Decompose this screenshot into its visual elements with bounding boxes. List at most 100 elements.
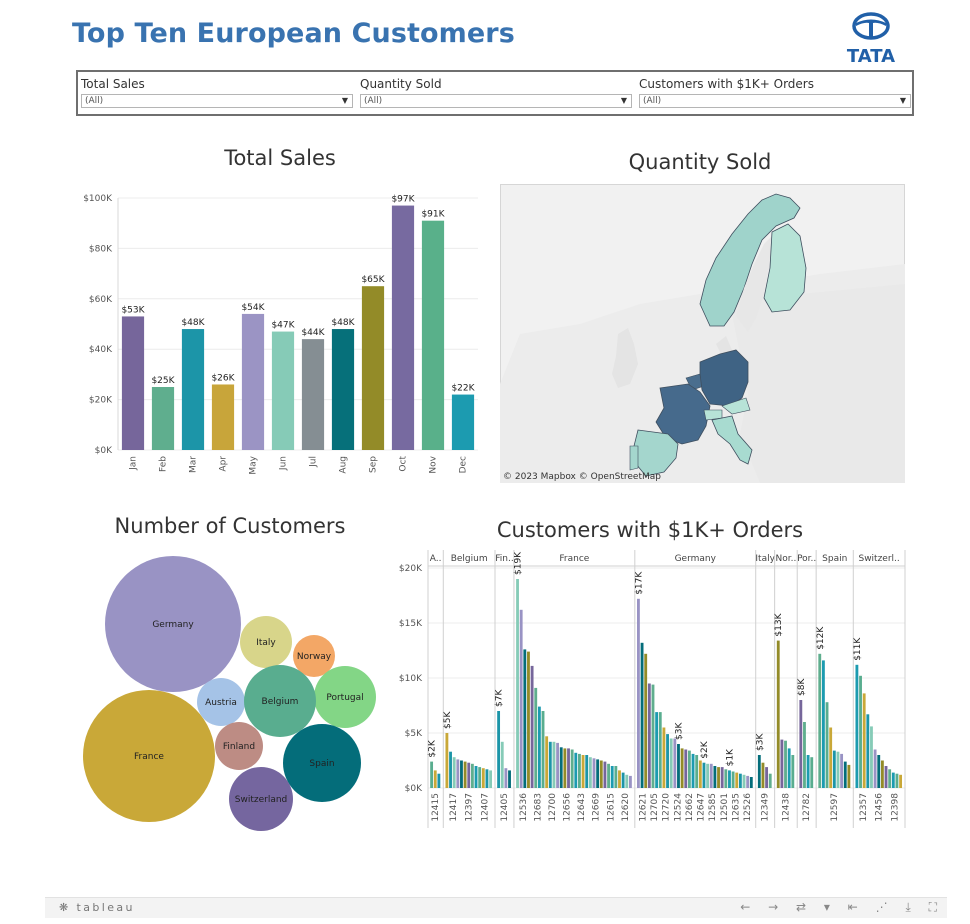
customer-bar[interactable] <box>460 760 463 789</box>
customer-bar[interactable] <box>504 768 508 788</box>
customer-bar[interactable] <box>765 767 769 788</box>
customer-bar[interactable] <box>651 684 655 788</box>
customer-bar[interactable] <box>803 722 806 788</box>
customer-bar[interactable] <box>485 769 489 788</box>
sales-bar[interactable] <box>331 329 355 450</box>
customer-bar[interactable] <box>749 777 753 788</box>
customer-bar[interactable] <box>746 775 750 788</box>
filter-quantity-sold-dropdown[interactable]: (All) ▼ <box>360 94 632 108</box>
customer-bar[interactable] <box>873 749 877 789</box>
customer-bar[interactable] <box>599 760 603 789</box>
customer-bar[interactable] <box>784 740 787 788</box>
share-icon[interactable]: ⋰ <box>875 900 888 914</box>
customer-bar[interactable] <box>559 747 563 788</box>
bubble-italy[interactable] <box>240 616 292 668</box>
customer-bar[interactable] <box>847 764 851 788</box>
quantity-sold-map[interactable]: © 2023 Mapbox © OpenStreetMap <box>500 184 905 483</box>
customer-bar[interactable] <box>738 773 742 788</box>
customer-bar[interactable] <box>618 770 621 788</box>
fullscreen-icon[interactable]: ⛶ <box>928 900 937 914</box>
customer-bar[interactable] <box>724 769 728 788</box>
sales-bar[interactable] <box>121 316 145 450</box>
reset-icon[interactable]: ⇤ <box>847 900 858 914</box>
customer-bar[interactable] <box>717 767 720 788</box>
customer-bar[interactable] <box>530 665 534 788</box>
customer-bar[interactable] <box>603 761 607 788</box>
undo-icon[interactable]: ← <box>740 900 751 914</box>
customer-bar[interactable] <box>621 772 625 788</box>
customer-bar[interactable] <box>647 683 651 789</box>
customer-bar[interactable] <box>508 770 511 788</box>
customer-bar[interactable] <box>527 651 530 788</box>
customer-bar[interactable] <box>720 767 724 788</box>
customer-bar[interactable] <box>862 693 866 788</box>
customer-bar[interactable] <box>684 749 688 789</box>
dropdown-icon[interactable]: ▾ <box>823 900 830 914</box>
bubble-austria[interactable] <box>197 678 245 726</box>
customer-bar[interactable] <box>677 744 680 788</box>
customer-bar[interactable] <box>437 773 441 788</box>
customer-bar[interactable] <box>452 757 456 788</box>
customer-bar[interactable] <box>698 760 702 789</box>
customer-bar[interactable] <box>574 752 578 788</box>
customer-bar[interactable] <box>735 772 739 788</box>
customer-bar[interactable] <box>713 766 717 788</box>
customer-bar[interactable] <box>430 761 434 788</box>
customer-bar[interactable] <box>625 774 629 788</box>
customer-bar[interactable] <box>662 727 666 789</box>
customer-bar[interactable] <box>567 748 570 788</box>
customer-bar[interactable] <box>891 772 895 788</box>
sales-bar[interactable] <box>181 329 205 450</box>
bubble-belgium[interactable] <box>244 665 316 737</box>
customer-bar[interactable] <box>607 763 610 788</box>
customer-bar[interactable] <box>870 726 873 788</box>
customer-bar[interactable] <box>899 774 903 788</box>
customer-bar[interactable] <box>545 736 549 788</box>
customer-bar[interactable] <box>637 598 640 788</box>
customer-bar[interactable] <box>523 649 527 788</box>
customer-bar[interactable] <box>880 760 884 789</box>
customer-bar[interactable] <box>836 751 840 788</box>
tableau-brand[interactable]: ❋ tableau <box>59 901 135 914</box>
customer-bar[interactable] <box>519 609 523 788</box>
filter-total-sales-dropdown[interactable]: (All) ▼ <box>81 94 353 108</box>
customer-bar[interactable] <box>768 773 772 788</box>
sales-bar[interactable] <box>271 331 295 450</box>
customer-bar[interactable] <box>556 742 560 788</box>
sales-bar[interactable] <box>391 205 415 450</box>
bubble-finland[interactable] <box>215 722 263 770</box>
customer-bar[interactable] <box>610 766 614 788</box>
customer-bar[interactable] <box>731 771 735 789</box>
sales-bar[interactable] <box>151 387 175 450</box>
customer-bar[interactable] <box>433 770 437 788</box>
redo-icon[interactable]: → <box>768 900 779 914</box>
bubble-portugal[interactable] <box>314 666 376 728</box>
customer-bar[interactable] <box>655 712 659 788</box>
customer-bar[interactable] <box>866 714 870 788</box>
customer-bar[interactable] <box>644 653 648 788</box>
customer-bar[interactable] <box>691 753 695 788</box>
customer-bar[interactable] <box>843 761 847 788</box>
customer-bar[interactable] <box>780 739 784 788</box>
customer-bar[interactable] <box>578 753 581 788</box>
customer-bar[interactable] <box>552 741 556 788</box>
customer-bar[interactable] <box>474 766 478 788</box>
sales-bar[interactable] <box>301 339 325 450</box>
customer-bar[interactable] <box>481 768 485 788</box>
customer-bar[interactable] <box>614 766 618 788</box>
customer-bar[interactable] <box>592 758 596 788</box>
bubble-norway[interactable] <box>293 635 335 677</box>
customer-bar[interactable] <box>445 733 449 788</box>
customer-bar[interactable] <box>818 653 822 788</box>
customer-bar[interactable] <box>825 702 829 788</box>
customer-bar[interactable] <box>470 763 474 788</box>
sales-bar[interactable] <box>211 384 235 450</box>
customer-bar[interactable] <box>810 757 814 788</box>
sales-bar[interactable] <box>241 313 265 450</box>
customer-bar[interactable] <box>799 700 803 788</box>
customer-bar[interactable] <box>829 727 833 789</box>
customer-bar[interactable] <box>806 755 810 788</box>
customer-bar[interactable] <box>709 763 713 788</box>
sales-bar[interactable] <box>361 286 385 450</box>
customer-bar[interactable] <box>680 748 684 788</box>
